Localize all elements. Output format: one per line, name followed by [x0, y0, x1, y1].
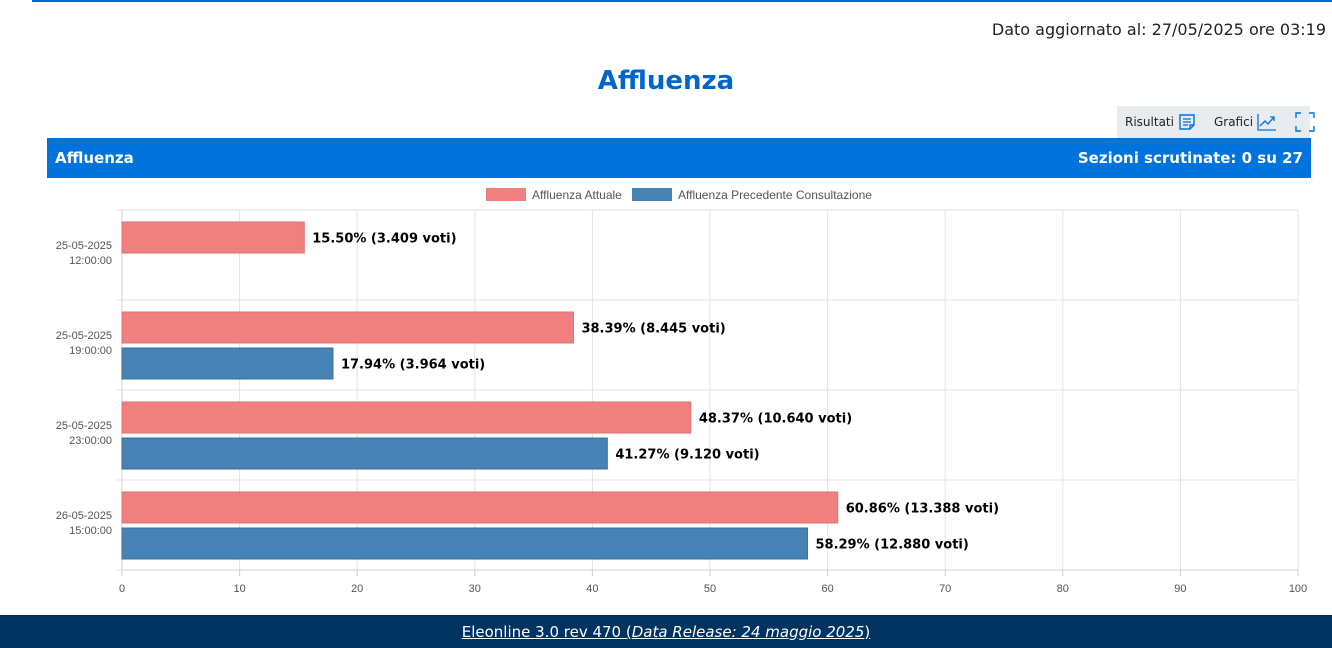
x-tick-label: 40	[586, 583, 598, 595]
fullscreen-icon	[1295, 112, 1315, 132]
bar-previous	[121, 437, 608, 470]
footer-release: Data Release: 24 maggio 2025	[631, 622, 865, 641]
category-label: 12:00:00	[69, 255, 112, 267]
legend-label: Affluenza Precedente Consultazione	[678, 188, 872, 202]
data-label: 41.27% (9.120 voti)	[615, 448, 759, 463]
bar-current	[121, 221, 305, 254]
results-button[interactable]: Risultati	[1125, 113, 1196, 131]
category-label: 25-05-2025	[56, 240, 112, 252]
page-title: Affluenza	[597, 66, 735, 96]
category-label: 23:00:00	[69, 435, 112, 447]
legend-swatch	[486, 188, 526, 201]
section-header-bar: Affluenza Sezioni scrutinate: 0 su 27	[47, 138, 1311, 178]
data-label: 48.37% (10.640 voti)	[699, 412, 852, 427]
data-label: 15.50% (3.409 voti)	[312, 232, 456, 247]
line-chart-icon	[1257, 113, 1277, 131]
x-tick-label: 30	[469, 583, 481, 595]
footer-prefix: Eleonline 3.0 rev 470 (	[461, 622, 632, 641]
turnout-bar-chart: 0 10 20 30 40 50 60 70 80 90 100 25-05-2025 12:00:00…	[56, 188, 1307, 595]
results-label: Risultati	[1125, 115, 1174, 129]
legend-swatch	[632, 188, 672, 201]
charts-label: Grafici	[1213, 115, 1254, 129]
category-label: 26-05-2025	[56, 510, 112, 522]
category-label: 15:00:00	[69, 525, 112, 537]
last-updated-label: Dato aggiornato al: 27/05/2025 ore 03:19	[991, 20, 1326, 39]
bar-current	[121, 491, 839, 524]
footer-suffix: )	[864, 622, 871, 641]
data-label: 58.29% (12.880 voti)	[815, 538, 968, 553]
x-tick-label: 70	[939, 583, 951, 595]
x-tick-label: 80	[1057, 583, 1069, 595]
category-label: 19:00:00	[69, 345, 112, 357]
data-label: 17.94% (3.964 voti)	[341, 358, 485, 373]
x-tick-label: 100	[1289, 583, 1307, 595]
document-icon	[1178, 113, 1196, 131]
footer-version-link[interactable]: Eleonline 3.0 rev 470 (Data Release: 24 …	[462, 623, 871, 641]
section-title: Affluenza	[55, 149, 134, 167]
top-accent-line	[32, 0, 1332, 2]
charts-button[interactable]: Grafici	[1214, 113, 1277, 131]
x-tick-label: 20	[351, 583, 363, 595]
x-tick-label: 90	[1174, 583, 1186, 595]
legend-label: Affluenza Attuale	[532, 188, 622, 202]
fullscreen-button[interactable]	[1295, 112, 1315, 132]
chart-toolbar: Risultati Grafici	[1117, 106, 1315, 138]
footer: Eleonline 3.0 rev 470 (Data Release: 24 …	[0, 615, 1332, 648]
bar-current	[121, 311, 574, 344]
x-tick-label: 50	[704, 583, 716, 595]
x-tick-label: 0	[119, 583, 125, 595]
bar-previous	[121, 347, 334, 380]
sections-count: Sezioni scrutinate: 0 su 27	[1077, 149, 1303, 167]
category-label: 25-05-2025	[56, 420, 112, 432]
category-label: 25-05-2025	[56, 330, 112, 342]
bar-current	[121, 401, 692, 434]
x-tick-label: 60	[821, 583, 833, 595]
data-label: 60.86% (13.388 voti)	[846, 502, 999, 517]
data-label: 38.39% (8.445 voti)	[581, 322, 725, 337]
x-tick-label: 10	[233, 583, 245, 595]
bar-previous	[121, 527, 808, 560]
